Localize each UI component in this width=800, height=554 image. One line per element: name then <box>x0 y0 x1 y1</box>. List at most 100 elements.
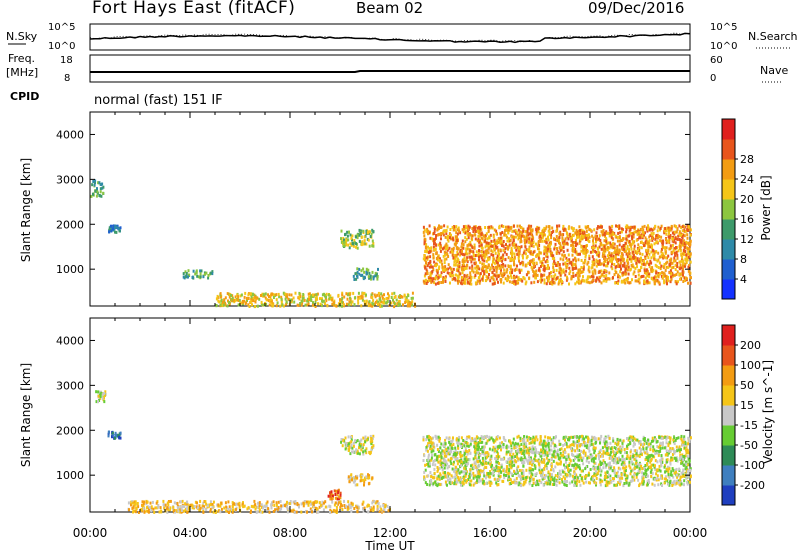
data-cell <box>364 440 367 444</box>
data-cell <box>533 273 536 277</box>
data-cell <box>679 263 682 267</box>
noise-tick-right-low: 10^0 <box>710 41 737 52</box>
data-cell <box>495 277 498 281</box>
data-cell <box>439 241 442 245</box>
data-cell <box>529 240 532 244</box>
data-cell <box>644 276 647 280</box>
data-cell <box>334 501 337 505</box>
data-cell <box>561 233 564 237</box>
data-cell <box>102 185 105 189</box>
data-cell <box>368 276 371 280</box>
data-cell <box>186 507 188 511</box>
data-cell <box>619 270 622 274</box>
freq-panel-frame <box>89 54 691 83</box>
data-cell <box>528 232 531 236</box>
data-cell <box>443 250 446 254</box>
data-cell <box>342 439 345 442</box>
data-cell <box>619 258 622 262</box>
data-cell <box>501 259 504 263</box>
data-cell <box>504 225 507 229</box>
data-cell <box>198 504 201 508</box>
data-cell <box>192 269 195 273</box>
data-cell <box>683 435 686 439</box>
data-cell <box>484 239 487 243</box>
data-cell <box>646 227 649 231</box>
data-cell <box>101 182 104 186</box>
data-cell <box>273 503 276 507</box>
data-cell <box>358 267 361 271</box>
data-cell <box>347 243 350 247</box>
data-cell <box>464 467 467 471</box>
data-cell <box>529 259 531 263</box>
data-cell <box>610 252 613 256</box>
data-cell <box>215 304 218 307</box>
data-cell <box>562 227 565 231</box>
data-cell <box>654 236 657 240</box>
data-cell <box>95 194 98 198</box>
data-cell <box>285 293 288 297</box>
data-cell <box>591 255 594 259</box>
data-cell <box>495 467 498 471</box>
data-cell <box>199 499 202 503</box>
data-cell <box>610 480 613 484</box>
data-cell <box>533 261 536 265</box>
data-cell <box>559 277 562 281</box>
data-cell <box>230 294 233 297</box>
data-cell <box>436 281 439 285</box>
data-cell <box>433 230 436 234</box>
data-cell <box>356 449 359 453</box>
data-cell <box>553 262 556 265</box>
data-cell <box>507 247 509 251</box>
data-cell <box>257 501 259 505</box>
data-cell <box>641 252 644 256</box>
data-cell <box>553 281 556 285</box>
data-cell <box>529 251 532 255</box>
data-cell <box>606 277 609 281</box>
data-cell <box>331 298 334 302</box>
data-cell <box>337 502 340 506</box>
data-cell <box>574 457 577 461</box>
data-cell <box>432 277 435 281</box>
data-cell <box>645 472 648 476</box>
data-cell <box>470 275 473 279</box>
data-cell <box>683 225 686 229</box>
data-cell <box>574 257 577 261</box>
data-cell <box>321 293 324 297</box>
data-cell <box>461 276 464 280</box>
data-cell <box>613 468 616 472</box>
data-cell <box>593 263 596 267</box>
data-cell <box>371 501 374 505</box>
data-cell <box>598 237 601 241</box>
data-cell <box>671 231 674 235</box>
data-cell <box>640 258 643 262</box>
data-cell <box>311 293 314 297</box>
data-cell <box>109 224 112 228</box>
data-cell <box>585 280 588 284</box>
data-cell <box>572 233 575 237</box>
data-cell <box>363 235 366 239</box>
freq-tick-low: 8 <box>64 73 70 84</box>
data-cell <box>523 249 526 253</box>
data-cell <box>684 262 687 266</box>
data-cell <box>643 224 646 228</box>
data-cell <box>132 505 135 509</box>
data-cell <box>685 277 688 281</box>
data-cell <box>537 256 540 260</box>
data-cell <box>478 244 481 248</box>
data-cell <box>423 274 426 278</box>
data-cell <box>639 227 642 231</box>
data-cell <box>518 259 520 263</box>
data-cell <box>329 494 332 498</box>
data-cell <box>566 232 569 235</box>
data-cell <box>532 252 534 256</box>
data-cell <box>195 271 198 275</box>
data-cell <box>565 484 568 487</box>
data-cell <box>157 503 160 507</box>
data-cell <box>427 464 430 468</box>
data-cell <box>643 442 646 446</box>
data-cell <box>678 273 681 277</box>
data-cell <box>331 497 334 500</box>
data-cell <box>305 500 308 504</box>
data-cell <box>594 244 597 248</box>
data-cell <box>204 272 206 276</box>
